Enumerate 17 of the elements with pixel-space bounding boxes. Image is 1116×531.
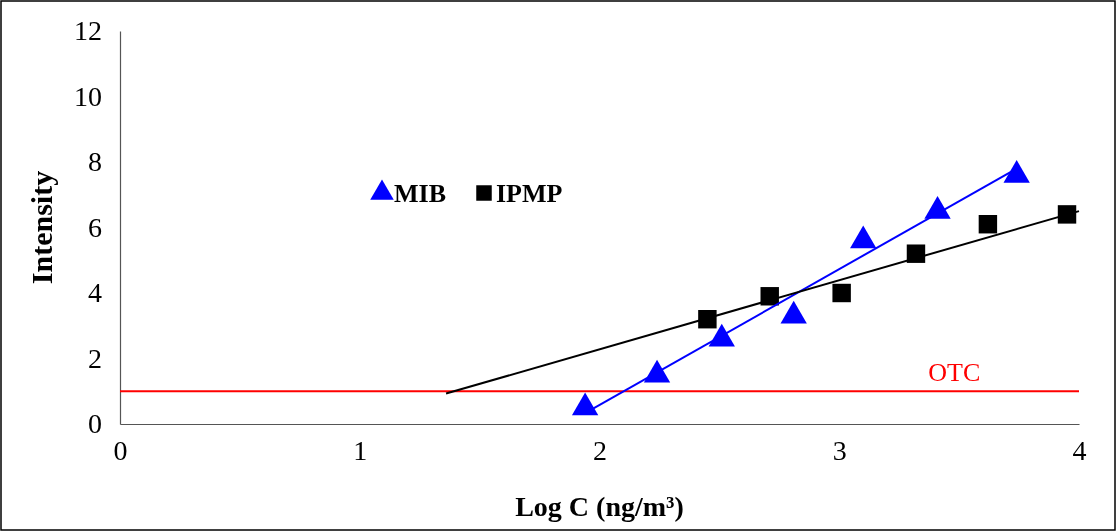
x-axis-title: Log C (ng/m³) (515, 491, 684, 522)
x-tick-label: 0 (113, 434, 128, 466)
y-tick-label: 0 (88, 408, 102, 440)
y-tick-label: 6 (88, 211, 102, 243)
y-tick-label: 2 (88, 342, 102, 374)
y-tick-label: 12 (74, 15, 102, 47)
y-tick-label: 10 (74, 80, 102, 112)
ref-line-label: OTC (928, 358, 981, 388)
x-tick-label: 2 (593, 434, 607, 466)
x-tick-label: 3 (832, 434, 847, 466)
legend-label: MIB (394, 179, 446, 208)
y-tick-label: 4 (88, 277, 102, 309)
x-tick-label: 1 (353, 434, 368, 466)
y-tick-label: 8 (88, 146, 102, 178)
x-tick-label: 4 (1072, 434, 1087, 466)
y-axis-title: Intensity (25, 170, 58, 285)
legend-label: IPMP (496, 179, 563, 208)
